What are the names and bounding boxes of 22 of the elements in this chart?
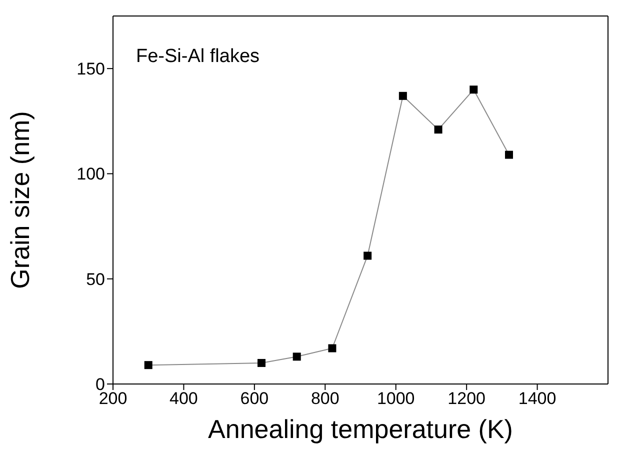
point [398, 92, 407, 100]
x-tick-label: 400 [170, 389, 198, 408]
point [434, 126, 442, 134]
x-tick-label: 800 [310, 389, 340, 408]
point [292, 352, 301, 361]
point [258, 358, 266, 367]
point [470, 86, 478, 94]
y-tick-label: 50 [86, 270, 105, 289]
x-tick-label: 1400 [518, 389, 556, 408]
x-tick-label: 200 [98, 389, 128, 408]
y-tick-label: 100 [76, 164, 105, 184]
y-axis-title: Grain size (nm) [5, 111, 36, 289]
annotation: Fe-Si-Al flakes [136, 46, 260, 68]
x-tick-label: 600 [240, 389, 269, 408]
point [364, 252, 372, 260]
y-tick-label: 150 [76, 60, 105, 79]
x-tick-label: 1200 [448, 389, 486, 408]
point [505, 150, 513, 159]
point [328, 344, 336, 352]
x-tick-label: 1000 [376, 389, 415, 408]
point [144, 361, 152, 370]
x-axis-title: Annealing temperature (K) [208, 414, 513, 444]
